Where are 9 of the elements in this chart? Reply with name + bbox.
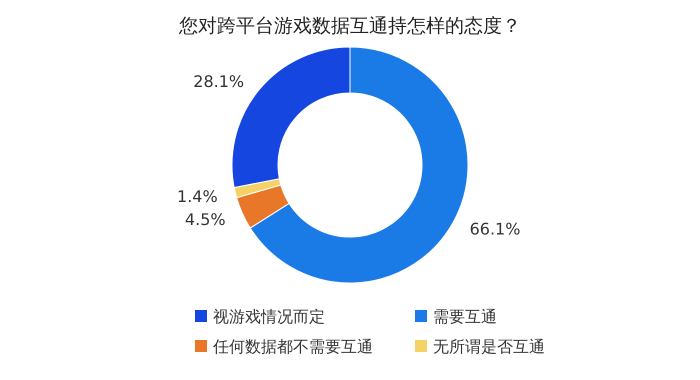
legend-label: 视游戏情况而定 bbox=[213, 307, 325, 326]
data-label: 66.1% bbox=[470, 220, 520, 239]
data-label: 4.5% bbox=[184, 210, 226, 230]
data-label: 1.4% bbox=[177, 186, 218, 206]
legend-label: 任何数据都不需要互通 bbox=[212, 337, 373, 356]
data-label: 28.1% bbox=[193, 72, 244, 92]
legend-label: 无所谓是否互通 bbox=[433, 337, 545, 356]
chart-title: 您对跨平台游戏数据互通持怎样的态度？ bbox=[178, 15, 521, 37]
legend-label: 需要互通 bbox=[433, 307, 497, 326]
